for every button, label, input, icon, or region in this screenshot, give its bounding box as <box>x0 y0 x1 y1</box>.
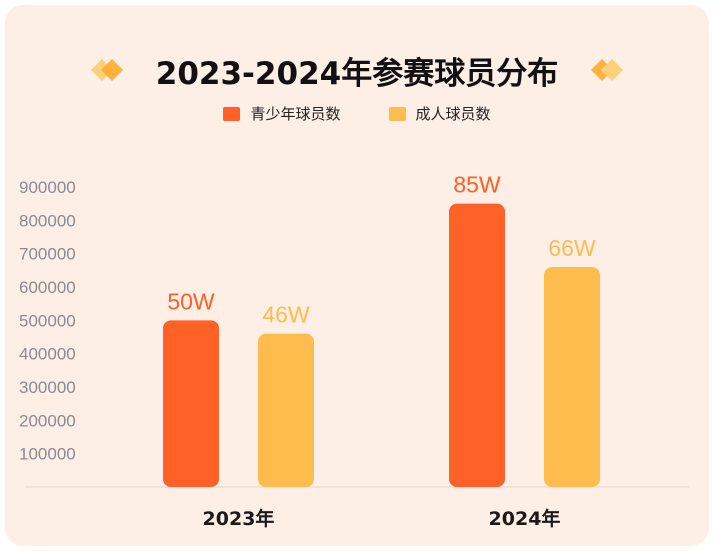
y-tick-label: 600000 <box>19 278 76 297</box>
diamond-decoration-left-icon <box>90 59 123 81</box>
legend-label-adult: 成人球员数 <box>415 105 491 123</box>
legend-swatch-adult <box>388 106 406 121</box>
data-label: 50W <box>167 288 215 314</box>
title-row: 2023-2024年参赛球员分布 <box>5 45 709 95</box>
y-tick-label: 800000 <box>19 211 76 230</box>
y-tick-label: 400000 <box>19 345 76 364</box>
y-tick-label: 300000 <box>19 378 76 397</box>
chart-title: 2023-2024年参赛球员分布 <box>155 55 559 92</box>
legend-swatch-youth <box>223 106 241 121</box>
x-tick-label: 2023年 <box>203 507 275 530</box>
legend-item-adult: 成人球员数 <box>388 103 491 124</box>
bar-adult <box>258 333 314 487</box>
bar-chart: 100000 200000 300000 400000 500000 600000 7000… <box>19 172 689 530</box>
bar-adult <box>544 267 600 487</box>
diamond-decoration-right-icon <box>591 59 624 81</box>
chart-card: 2023-2024年参赛球员分布 青少年球员数 成人球员数 100000 2000… <box>5 5 709 546</box>
y-tick-label: 500000 <box>19 311 76 330</box>
y-tick-label: 700000 <box>19 245 76 264</box>
legend-item-youth: 青少年球员数 <box>223 103 341 124</box>
bar-youth <box>163 320 219 487</box>
bar-youth <box>449 203 505 487</box>
data-label: 85W <box>453 172 501 198</box>
x-tick-label: 2024年 <box>489 507 561 530</box>
data-label: 66W <box>548 235 596 261</box>
legend-label-youth: 青少年球员数 <box>250 105 341 123</box>
y-tick-label: 900000 <box>19 178 76 197</box>
y-tick-label: 200000 <box>19 411 76 430</box>
legend: 青少年球员数 成人球员数 <box>5 103 709 124</box>
data-label: 46W <box>262 302 310 328</box>
y-tick-label: 100000 <box>19 445 76 464</box>
